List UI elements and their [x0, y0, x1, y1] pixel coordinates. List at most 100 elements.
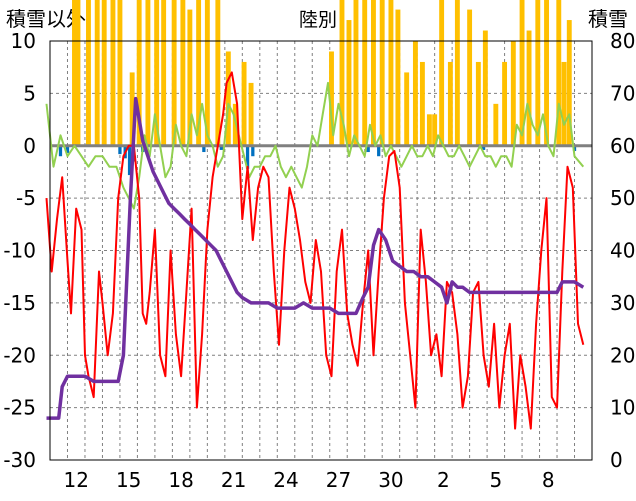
right-tick-label: 40	[610, 239, 635, 263]
snowfall-bar	[447, 61, 453, 146]
right-tick-label: 10	[610, 396, 635, 420]
snowfall-bar	[86, 0, 91, 146]
snowfall-bar	[101, 0, 107, 146]
left-tick-label: 5	[23, 81, 36, 105]
left-tick-label: -25	[3, 396, 36, 420]
right-tick-label: 0	[610, 448, 623, 472]
precip-bar	[366, 145, 370, 153]
series-line-humidity_like	[45, 81, 585, 210]
precip-bar	[65, 145, 70, 154]
x-tick-label: 24	[273, 468, 298, 492]
snowfall-bar	[475, 61, 481, 146]
snowfall-bar	[379, 0, 385, 146]
precip-bar	[58, 145, 63, 157]
x-tick-label: 5	[489, 468, 502, 492]
snowfall-bar	[419, 61, 425, 146]
snowfall-bar	[248, 82, 254, 146]
precip-bar	[118, 145, 122, 155]
series-lines	[45, 71, 585, 430]
right-axis-ticks: 80 70 60 50 40 30 20 10 0	[610, 29, 635, 472]
right-tick-label: 50	[610, 186, 635, 210]
snowfall-bar	[353, 0, 359, 146]
precip-bar	[481, 145, 486, 150]
snowfall-bar	[371, 0, 376, 146]
chart-title: 陸別	[299, 9, 337, 31]
snowfall-bar	[129, 72, 135, 146]
left-tick-label: 0	[23, 134, 36, 158]
left-axis-ticks: 10 5 0 -5 -10 -15 -20 -25 -30	[3, 29, 36, 472]
snowfall-bar	[535, 0, 541, 146]
snowfall-bar	[110, 0, 116, 146]
x-tick-label: 18	[168, 468, 193, 492]
precip-bar	[202, 145, 206, 153]
snowfall-bar	[426, 114, 432, 146]
snowfall-bar	[204, 0, 210, 146]
snowfall-bar	[75, 0, 81, 146]
snowfall-bar	[187, 9, 193, 146]
snowfall-bar	[339, 0, 345, 146]
snowfall-bar	[171, 0, 177, 146]
snowfall-bar	[196, 0, 202, 146]
snowfall-bar	[526, 30, 532, 146]
series-line-snow_depth	[46, 96, 585, 420]
series-line-temperature	[45, 71, 585, 430]
snowfall-bar	[439, 0, 445, 146]
plot-frame	[49, 40, 593, 461]
right-tick-label: 60	[610, 134, 635, 158]
precip-bar	[219, 145, 223, 150]
x-tick-label: 30	[378, 468, 403, 492]
snowfall-bar	[493, 103, 499, 146]
snowfall-bars	[72, 0, 572, 146]
precip-bar	[127, 145, 132, 176]
left-tick-label: -30	[3, 448, 36, 472]
left-tick-label: -5	[16, 186, 36, 210]
x-tick-label: 8	[542, 468, 555, 492]
snowfall-bar	[510, 41, 516, 146]
snowfall-bar	[346, 20, 352, 146]
snowfall-bar	[136, 0, 142, 146]
snowfall-bar	[502, 61, 508, 146]
grid-lines	[50, 41, 592, 460]
snowfall-bar	[395, 9, 401, 146]
right-tick-label: 20	[610, 343, 635, 367]
x-axis-ticks: 12 15 18 21 24 27 30 2 5 8	[63, 468, 554, 492]
snowfall-bar	[154, 0, 160, 146]
snowfall-bar	[180, 0, 186, 146]
right-tick-label: 30	[610, 291, 635, 315]
precip-bar	[245, 145, 250, 169]
snowfall-bar	[145, 0, 151, 146]
snowfall-bar	[241, 61, 247, 146]
x-tick-label: 21	[221, 468, 246, 492]
snowfall-bar	[117, 0, 123, 146]
snowfall-bar	[432, 114, 438, 146]
right-axis-title: 積雪	[588, 7, 628, 31]
snowfall-bar	[404, 72, 410, 146]
precip-bar	[377, 145, 381, 157]
x-tick-label: 12	[63, 468, 88, 492]
x-tick-label: 2	[437, 468, 450, 492]
snowfall-bar	[561, 61, 567, 146]
snowfall-bar	[566, 20, 572, 146]
right-tick-label: 80	[610, 29, 635, 53]
left-tick-label: 10	[11, 29, 36, 53]
snowfall-bar	[161, 0, 167, 146]
snowfall-bar	[362, 0, 368, 146]
snowfall-bar	[329, 51, 334, 146]
snowfall-bar	[72, 0, 77, 146]
snowfall-bar	[482, 30, 488, 146]
snowfall-bar	[454, 0, 460, 146]
left-tick-label: -10	[3, 239, 36, 263]
right-tick-label: 70	[610, 81, 635, 105]
x-tick-label: 15	[116, 468, 141, 492]
left-tick-label: -20	[3, 343, 36, 367]
precip-bar	[251, 145, 255, 157]
snowfall-bar	[215, 0, 221, 146]
snowfall-bar	[388, 0, 394, 146]
left-tick-label: -15	[3, 291, 36, 315]
snowfall-bar	[544, 0, 549, 146]
snowfall-bar	[467, 9, 473, 146]
snowfall-bar	[519, 0, 525, 146]
snowfall-bar	[94, 0, 100, 146]
snowfall-bar	[412, 41, 418, 146]
